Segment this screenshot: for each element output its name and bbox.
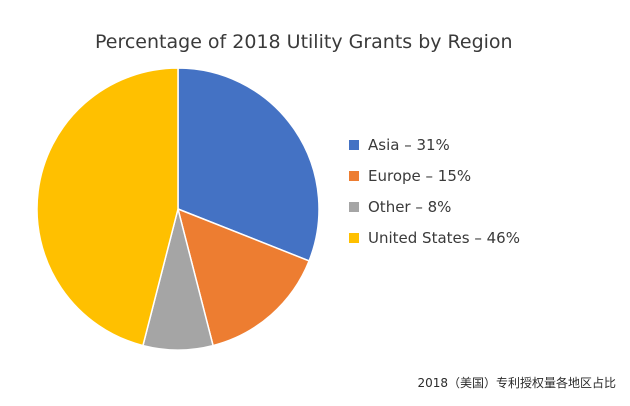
pie-slice-united-states	[36, 67, 179, 347]
legend-swatch-other	[349, 202, 359, 212]
chart-title: Percentage of 2018 Utility Grants by Reg…	[95, 31, 513, 53]
legend-swatch-asia	[349, 140, 359, 150]
pie-slices	[36, 67, 320, 351]
caption: 2018（美国）专利授权量各地区占比	[417, 376, 616, 390]
pie-slice-asia	[177, 67, 320, 262]
legend-label-asia: Asia – 31%	[368, 136, 450, 154]
legend-label-other: Other – 8%	[368, 198, 451, 216]
legend-swatch-europe	[349, 171, 359, 181]
legend: Asia – 31% Europe – 15% Other – 8% United S…	[349, 136, 520, 247]
legend-label-europe: Europe – 15%	[368, 167, 471, 185]
legend-swatch-united-states	[349, 233, 359, 243]
pie-slice-europe	[176, 207, 311, 347]
legend-label-united-states: United States – 46%	[368, 229, 520, 247]
